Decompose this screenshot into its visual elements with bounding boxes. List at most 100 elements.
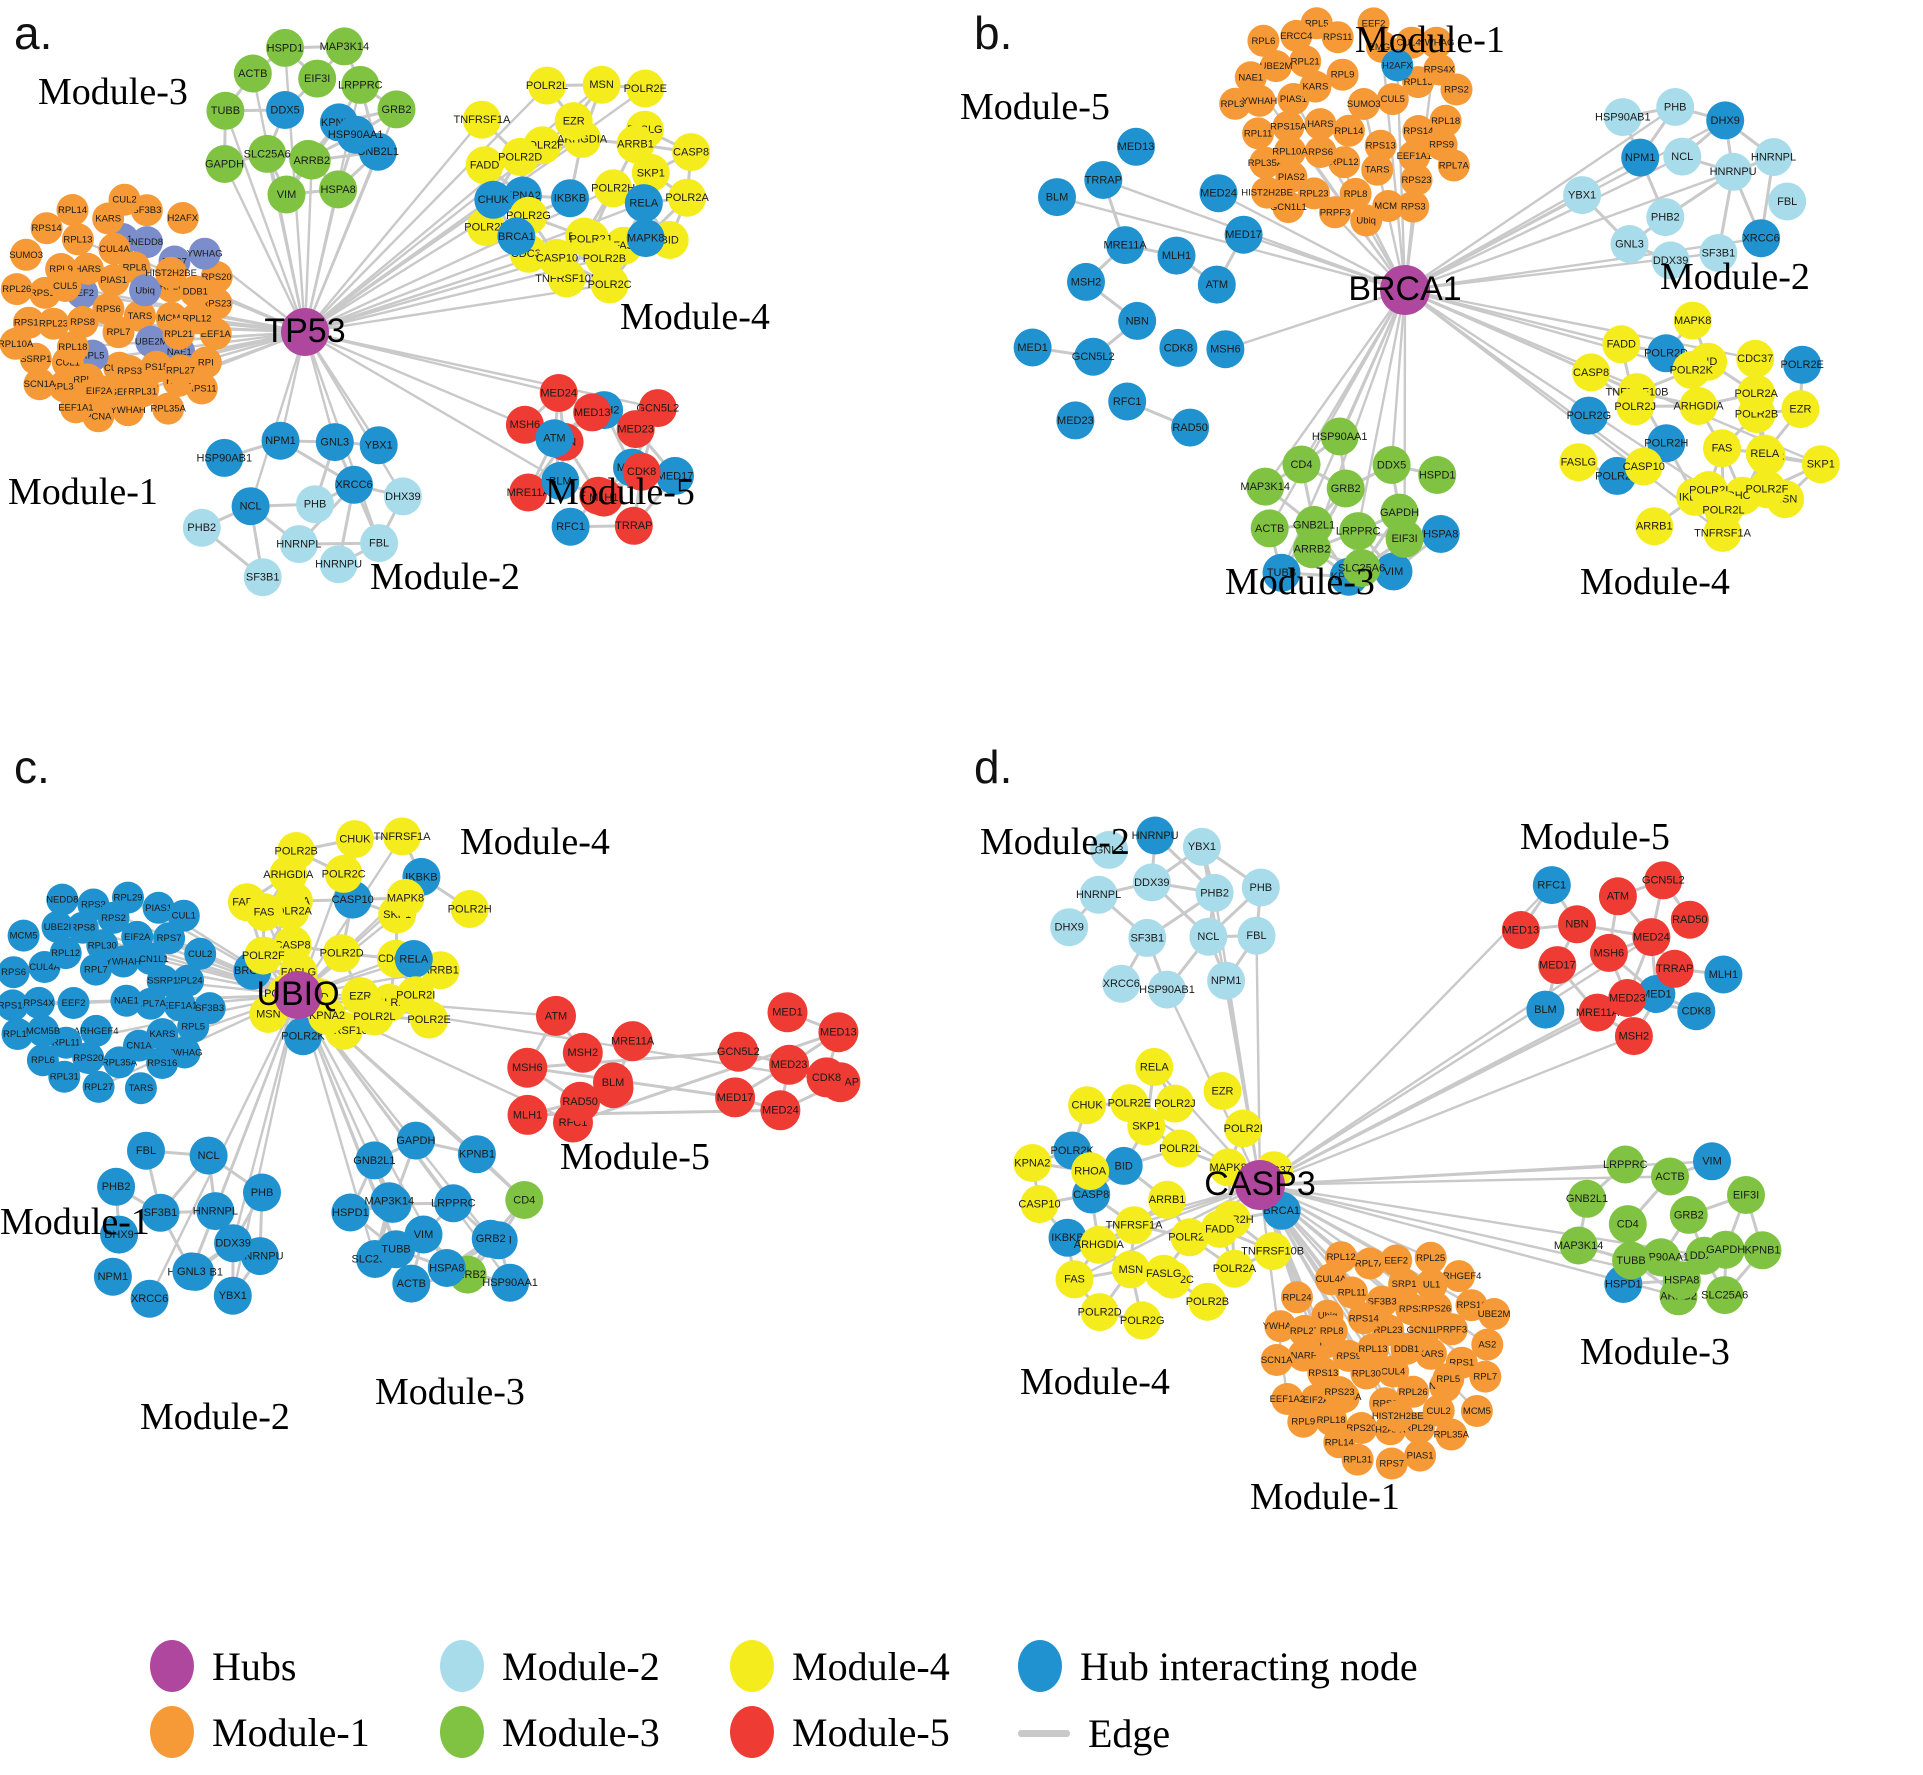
gene-node[interactable]: SF3B1 [1128,918,1167,957]
gene-node[interactable]: NCL [189,1136,228,1175]
gene-node[interactable]: YBX1 [1563,176,1602,215]
gene-node[interactable]: XRCC6 [130,1279,169,1318]
gene-node[interactable]: GRB2 [1669,1195,1708,1234]
gene-node[interactable]: NPM1 [1621,138,1660,177]
gene-node[interactable]: RPL29 [112,881,144,914]
gene-node[interactable]: Ubiq [1350,204,1383,237]
gene-node[interactable]: TUBB [1612,1241,1651,1280]
gene-node[interactable]: RPL18 [1315,1403,1348,1436]
gene-node[interactable]: MSH6 [1589,933,1628,972]
gene-node[interactable]: EZR [1781,390,1820,429]
gene-node[interactable]: MED24 [1632,918,1671,957]
gene-node[interactable]: ARRB2 [292,141,331,180]
gene-node[interactable]: PHB2 [1646,198,1685,237]
gene-node[interactable]: RPS6 [0,956,30,989]
gene-node[interactable]: RAD50 [1670,900,1709,939]
gene-node[interactable]: RPL14 [1332,114,1365,147]
gene-node[interactable]: HNRNPU [315,545,362,584]
gene-node[interactable]: RFC1 [1108,382,1147,421]
gene-node[interactable]: MED13 [1117,127,1155,166]
gene-node[interactable]: RPL5 [177,1010,210,1043]
gene-node[interactable]: BLM [1038,178,1076,217]
gene-node[interactable]: MED17 [1538,946,1577,985]
gene-node[interactable]: SCN1A [23,368,56,401]
gene-node[interactable]: EIF3I [1385,519,1424,558]
gene-node[interactable]: EZR [554,102,593,141]
gene-node[interactable]: RPL11 [1335,1276,1368,1309]
gene-node[interactable]: PHB [1241,868,1280,907]
gene-node[interactable]: HSPA8 [1421,515,1460,553]
gene-node[interactable]: RPL6 [26,1044,59,1077]
gene-node[interactable]: MSH2 [1614,1017,1653,1056]
gene-node[interactable]: PIAS1 [97,264,130,297]
gene-node[interactable]: HSPD1 [266,28,304,67]
gene-node[interactable]: MED1 [767,992,808,1033]
gene-node[interactable]: TRRAP [1655,949,1694,988]
gene-node[interactable]: DDX5 [266,91,305,129]
gene-node[interactable]: FADD [1200,1209,1239,1248]
gene-node[interactable]: ERCC4 [1280,19,1312,52]
gene-node[interactable]: HSP90AA1 [482,1263,538,1302]
gene-node[interactable]: POLR2L [1159,1129,1201,1168]
gene-node[interactable]: RPS26 [1420,1292,1453,1325]
gene-node[interactable]: GNL3 [315,423,354,462]
gene-node[interactable]: POLR2G [1120,1301,1165,1340]
gene-node[interactable]: GRB2 [471,1219,510,1258]
gene-node[interactable]: SSRP1 [146,964,179,997]
gene-node[interactable]: RAD50 [1171,408,1210,447]
gene-node[interactable]: KARS [1299,70,1332,103]
gene-node[interactable]: RPL12 [1325,1241,1358,1274]
gene-node[interactable]: YBX1 [1182,827,1221,866]
gene-node[interactable]: HSPA8 [427,1249,466,1287]
gene-node[interactable]: RPL14 [56,194,89,226]
gene-node[interactable]: DHX9 [1050,908,1089,947]
gene-node[interactable]: MED23 [1608,979,1647,1017]
gene-node[interactable]: SKP1 [1801,445,1840,484]
gene-node[interactable]: MAPK8 [626,219,665,258]
gene-node[interactable]: CUL2 [1422,1394,1455,1427]
gene-node[interactable]: CUL5 [49,270,82,302]
gene-node[interactable]: ATM [535,419,574,458]
gene-node[interactable]: FADD [1602,325,1641,364]
gene-node[interactable]: MSN [1111,1250,1150,1289]
gene-node[interactable]: KPNA2 [1013,1144,1052,1182]
gene-node[interactable]: CDK8 [1159,328,1198,367]
gene-node[interactable]: PRPF3 [1319,196,1351,229]
gene-node[interactable]: CD4 [1608,1205,1647,1244]
gene-node[interactable]: CD4 [1282,445,1321,484]
gene-node[interactable]: MED24 [1199,174,1238,213]
gene-node[interactable]: TARS [1361,153,1394,186]
gene-node[interactable]: HARS [1304,108,1337,141]
gene-node[interactable]: SRP1 [1388,1268,1421,1301]
gene-node[interactable]: RPL7 [102,316,135,349]
gene-node[interactable]: MRE11A [611,1021,655,1062]
gene-node[interactable]: KARS [146,1018,179,1051]
gene-node[interactable]: XRCC6 [1102,964,1141,1003]
gene-node[interactable]: MSH2 [562,1032,603,1073]
gene-node[interactable]: NCL [231,487,270,526]
gene-node[interactable]: POLR2A [1213,1249,1257,1288]
gene-node[interactable]: MED17 [1224,215,1263,254]
gene-node[interactable]: H2AFX [166,202,199,234]
gene-node[interactable]: KPNB1 [1743,1231,1782,1270]
gene-node[interactable]: RPS20 [72,1042,105,1074]
gene-node[interactable]: IKBKB [551,179,589,218]
gene-node[interactable]: SCN1A [1260,1344,1293,1376]
gene-node[interactable]: YBX1 [213,1276,252,1315]
gene-node[interactable]: CD4 [505,1181,544,1219]
gene-node[interactable]: BID [1104,1146,1143,1185]
gene-node[interactable]: LRPPRC [1336,512,1381,551]
gene-node[interactable]: MAPK8 [386,878,425,917]
gene-node[interactable]: RELA [394,940,433,978]
gene-node[interactable]: MCM5 [1460,1395,1493,1427]
gene-node[interactable]: FBL [1237,916,1276,955]
gene-node[interactable]: DDX5 [1372,446,1411,484]
gene-node[interactable]: TARS [124,1072,157,1105]
gene-node[interactable]: MLH1 [1157,236,1196,275]
gene-node[interactable]: POLR2B [1186,1282,1229,1321]
gene-node[interactable]: RPL9 [1326,58,1359,91]
gene-node[interactable]: MED23 [616,410,655,449]
gene-node[interactable]: PIAS1 [1404,1439,1437,1472]
gene-node[interactable]: GRB2 [1326,469,1365,508]
gene-node[interactable]: RPL31 [1341,1443,1374,1476]
